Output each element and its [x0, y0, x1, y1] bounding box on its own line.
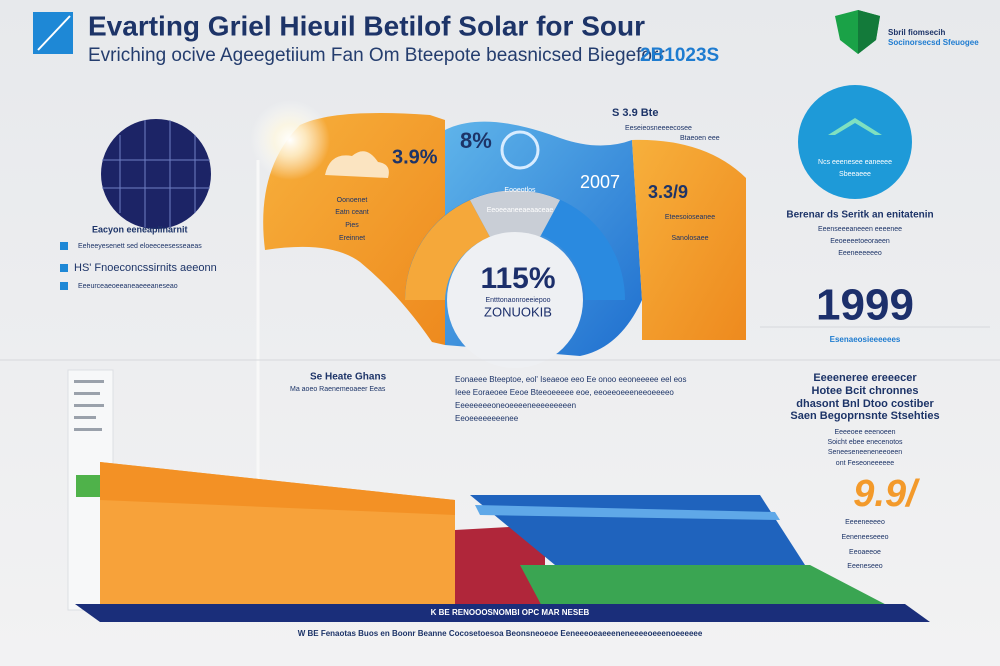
title: Evarting Griel Hieuil Betilof Solar for …	[88, 10, 645, 41]
right-circle	[798, 85, 912, 199]
right-note: ont Feseoneeeeee	[836, 460, 894, 467]
circle-line: Ncs eeenesee eaneeee	[818, 159, 892, 166]
right-note: Eeeeoee eeenoeen	[834, 429, 895, 436]
stat-right: 3.3/9	[648, 182, 688, 202]
solar-cell	[101, 119, 211, 229]
badge-line: Socinorsecsd Sfeuogee	[888, 38, 979, 47]
circle-line: Sbeeaeee	[839, 171, 871, 178]
left-item: Eeheeyesenett sed eloeeceesesseaeas	[78, 243, 202, 250]
footer-text: W BE Fenaotas Buos en Boonr Beanne Cocos…	[298, 629, 703, 638]
badge-line: Sbril fiomsecih	[888, 28, 945, 37]
mid-sub: Ma aoeo Raenemeoaeer Eeas	[290, 386, 386, 393]
right-block: Eeeeneree ereeecer	[813, 372, 917, 384]
stat-line: Eeoaeeoe	[849, 549, 881, 556]
mid-paragraph: Ieee Eoraeoee Eeoe Bteeoeeeee eoe, eeoee…	[455, 388, 674, 397]
green-field	[520, 565, 900, 612]
left-item: Eeeurceaeoeeaneaeeeaneseao	[78, 283, 178, 290]
bullet	[60, 242, 68, 250]
right-block: dhasont Bnl Dtoo costiber	[796, 398, 934, 410]
right-line: Eeenseeeaneeen eeeenee	[818, 226, 902, 233]
right-line: Eeeneeeeeeo	[838, 250, 882, 257]
year-caption: Esenaeosieeeeees	[830, 335, 901, 344]
left-heading: Eacyon eeneaplinarnit	[92, 224, 188, 234]
top-note-line: Btaeoen eee	[680, 135, 720, 142]
stat-line: Eeeneseeo	[847, 563, 883, 570]
donut-hole	[447, 232, 583, 368]
sun-glow	[250, 100, 330, 180]
doc-icon	[76, 475, 104, 497]
logo-line	[37, 15, 71, 51]
bottom-band	[75, 604, 930, 622]
cell-grid	[102, 120, 210, 228]
year: 1999	[816, 281, 914, 330]
band-text: K BE RENOOOSNOMBI OPC MAR NESEB	[431, 608, 590, 617]
cloud-icon	[325, 151, 389, 178]
right-block: Hotee Bcit chronnes	[812, 385, 919, 397]
doc-lines	[74, 380, 104, 431]
donut-label: ZONUOKIB	[484, 304, 552, 319]
icon-ring	[500, 130, 540, 170]
right-line: Eeoeeeetoeoraeen	[830, 238, 890, 245]
red-block	[455, 525, 545, 610]
mid-heading: Se Heate Ghans	[310, 372, 387, 383]
blue-text: Eooeotlos	[504, 187, 536, 194]
orange-shape-right	[632, 139, 746, 340]
stat-year: 2007	[580, 172, 620, 192]
bullet	[60, 264, 68, 272]
stat-orange: 3.9%	[392, 146, 438, 168]
stat-blue: 8%	[460, 128, 492, 153]
stat-line: Eeneneeseeeo	[841, 534, 888, 541]
donut-value: 115%	[480, 262, 555, 295]
orange-text: Eatn ceant	[335, 209, 369, 216]
right-note: Seneeseneeneneeoeen	[828, 449, 902, 456]
donut-segment	[405, 200, 490, 300]
mid-paragraph: Eeeeeeeeoneoeeeeneeeeeeeeen	[455, 401, 576, 410]
mid-paragraph: Eeoeeeeeeeenee	[455, 414, 519, 423]
subtitle: Evriching ocive Ageegetiium Fan Om Bteep…	[88, 45, 665, 66]
code: 2B1023S	[640, 45, 719, 66]
shield-shade	[858, 10, 880, 54]
bullet	[60, 282, 68, 290]
circle-icon	[828, 118, 882, 135]
orange-text: Ereinnet	[339, 235, 365, 242]
orange-text: Pies	[345, 222, 359, 229]
top-note: S 3.9 Bte	[612, 107, 658, 119]
top-note-line: Eeseieosneeeecosee	[625, 125, 692, 132]
mid-paragraph: Eonaeee Bteeptoe, eol' Iseaeoe eeo Ee on…	[455, 375, 687, 384]
blue-text: Eeoeeaneeaeaaceae	[487, 207, 554, 214]
right-text: Sanolosaee	[672, 235, 709, 242]
left-item: HS' Fnoeconcssirnits aeeonn	[74, 262, 217, 274]
right-text: Eteesoioseanee	[665, 214, 715, 221]
donut-caption: Entttonaonroeeiepoo	[486, 297, 551, 304]
right-heading: Berenar ds Seritk an enitatenin	[786, 210, 933, 221]
panel-highlight	[475, 505, 780, 520]
right-note: Soicht ebee enecenotos	[827, 439, 903, 446]
right-stat: 9.9/	[853, 473, 920, 515]
right-block: Saen Begoprnsnte Stsehties	[790, 410, 939, 422]
stat-line: Eeeeneeeeo	[845, 519, 885, 526]
orange-text: Oonoenet	[337, 197, 368, 204]
orange-field-edge	[100, 462, 455, 515]
donut-segment	[470, 190, 560, 237]
